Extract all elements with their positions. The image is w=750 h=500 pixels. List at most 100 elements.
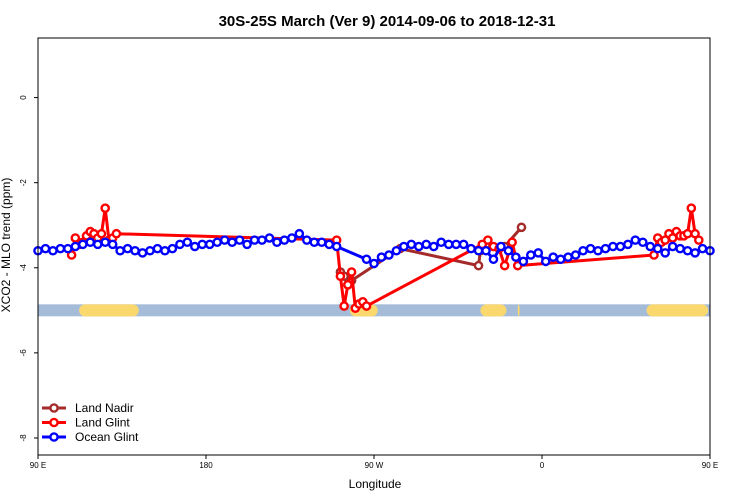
legend-item-ocean-glint: Ocean Glint [42,430,139,444]
data-point-ocean-glint [55,243,66,254]
data-point-land-glint [499,260,510,271]
data-point-ocean-glint [369,258,379,269]
land-segment [480,304,507,317]
x-tick-label: 90 W [365,461,384,470]
data-point-ocean-glint [428,241,439,252]
land-segment [646,304,709,317]
data-point-ocean-glint [78,239,88,250]
data-point-ocean-glint [376,252,387,262]
data-point-ocean-glint [690,248,700,258]
data-point-land-glint [361,301,372,311]
data-point-ocean-glint [488,254,499,265]
data-point-ocean-glint [511,252,521,262]
data-point-ocean-glint [309,237,320,248]
data-point-ocean-glint [167,243,178,254]
data-point-ocean-glint [652,243,663,254]
land-segment [517,304,520,317]
data-point-ocean-glint [421,239,432,250]
data-point-ocean-glint [481,245,491,256]
data-point-ocean-glint [518,256,529,267]
data-point-ocean-glint [496,241,506,252]
data-point-ocean-glint [443,239,454,250]
data-point-ocean-glint [331,241,342,252]
data-point-land-glint [339,301,349,311]
data-point-land-glint [335,271,346,282]
data-point-ocean-glint [145,245,155,256]
land-segment [79,304,139,317]
data-point-ocean-glint [675,243,685,254]
data-point-ocean-glint [458,239,469,250]
data-point-ocean-glint [608,241,618,252]
data-point-ocean-glint [48,245,58,256]
data-point-ocean-glint [526,250,536,260]
data-point-ocean-glint [391,245,402,256]
y-tick-label: -6 [19,349,28,357]
y-axis-label: XCO2 - MLO trend (ppm) [0,178,13,313]
data-point-ocean-glint [667,241,678,252]
data-point-land-nadir [473,260,484,271]
data-point-ocean-glint [182,237,193,248]
x-tick-label: 90 E [30,461,46,470]
data-point-ocean-glint [413,241,424,252]
data-point-ocean-glint [570,250,581,260]
data-point-ocean-glint [466,243,476,254]
data-point-ocean-glint [264,233,275,243]
data-point-ocean-glint [615,241,626,252]
data-point-ocean-glint [623,239,633,250]
data-point-ocean-glint [107,239,118,250]
x-axis-label: Longitude [349,477,402,491]
data-point-ocean-glint [130,245,140,256]
data-point-ocean-glint [204,239,215,250]
data-point-ocean-glint [630,235,641,245]
data-point-ocean-glint [585,243,596,254]
data-point-ocean-glint [279,235,290,245]
data-point-ocean-glint [272,237,282,248]
data-point-ocean-glint [399,241,409,252]
data-point-ocean-glint [316,237,327,248]
data-point-land-glint [100,203,110,214]
data-point-ocean-glint [227,237,237,248]
data-point-ocean-glint [219,235,230,245]
data-point-ocean-glint [301,235,312,245]
x-tick-label: 90 E [702,461,718,470]
data-point-ocean-glint [563,252,573,262]
data-point-ocean-glint [548,252,559,262]
y-tick-label: -8 [19,434,28,442]
legend-swatch-marker [49,432,59,442]
land-ocean-band [38,304,710,317]
legend-swatch-marker [49,417,59,428]
data-point-ocean-glint [324,239,335,250]
chart-title: 30S-25S March (Ver 9) 2014-09-06 to 2018… [219,13,556,30]
x-tick-label: 180 [199,461,213,470]
data-point-land-glint [111,228,122,239]
legend-item-land-glint: Land Glint [42,416,130,430]
data-point-ocean-glint [660,248,671,258]
y-tick-label: -2 [19,179,28,187]
data-point-ocean-glint [638,237,648,248]
data-point-ocean-glint [451,239,461,250]
y-tick-label: 0 [19,95,28,100]
data-point-ocean-glint [287,233,297,243]
data-point-ocean-glint [257,235,267,245]
data-point-land-glint [343,279,353,290]
legend-label: Ocean Glint [75,430,139,444]
y-tick-label: -4 [19,264,28,272]
data-point-land-nadir [516,222,527,233]
data-point-ocean-glint [682,245,693,256]
data-point-ocean-glint [533,248,544,258]
x-tick-label: 0 [540,461,545,470]
data-point-ocean-glint [540,256,551,267]
data-point-ocean-glint [406,239,417,250]
data-point-ocean-glint [242,239,252,250]
legend-item-land-nadir: Land Nadir [42,401,134,415]
data-point-ocean-glint [600,243,611,254]
y-axis: 0 -2 -4 -6 -8 [19,95,38,442]
data-point-ocean-glint [189,241,200,252]
data-point-ocean-glint [361,254,372,265]
data-point-ocean-glint [197,239,208,250]
data-point-ocean-glint [555,254,566,265]
data-point-ocean-glint [175,239,185,250]
data-point-ocean-glint [234,235,245,245]
data-point-ocean-glint [85,237,96,248]
